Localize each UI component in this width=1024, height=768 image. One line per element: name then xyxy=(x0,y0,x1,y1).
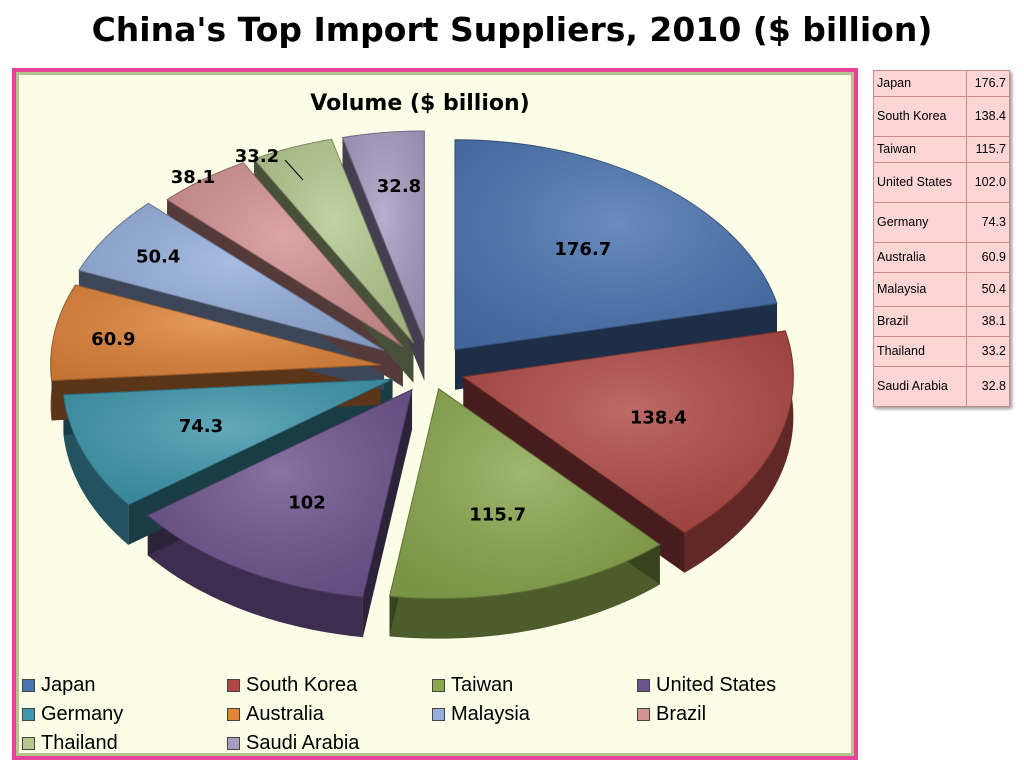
data-label-japan: 176.7 xyxy=(554,239,611,260)
legend-item-united-states: United States xyxy=(637,674,776,697)
table-cell-value: 60.9 xyxy=(965,242,1011,273)
table-cell-country: United States xyxy=(873,162,967,203)
legend-item-south-korea: South Korea xyxy=(227,674,357,697)
table-cell-value: 115.7 xyxy=(965,136,1011,163)
data-label-australia: 60.9 xyxy=(91,329,135,350)
table-cell-value: 33.2 xyxy=(965,336,1011,367)
table-cell-country: Taiwan xyxy=(873,136,967,163)
legend-item-australia: Australia xyxy=(227,703,324,726)
table-cell-value: 50.4 xyxy=(965,272,1011,307)
leader-line xyxy=(284,159,304,181)
table-cell-value: 176.7 xyxy=(965,70,1011,97)
table-row: Saudi Arabia 32.8 xyxy=(873,366,1011,407)
pie-slice-sheen xyxy=(50,284,381,381)
legend-label: Germany xyxy=(41,703,124,725)
legend-item-thailand: Thailand xyxy=(22,732,118,755)
slide-title: China's Top Import Suppliers, 2010 ($ bi… xyxy=(91,10,933,49)
legend-item-taiwan: Taiwan xyxy=(432,674,513,697)
data-label-germany: 74.3 xyxy=(179,416,223,437)
pie-slice-tops xyxy=(50,130,794,600)
legend-label: Taiwan xyxy=(451,674,514,696)
table-cell-country: Germany xyxy=(873,202,967,243)
data-label-taiwan: 115.7 xyxy=(469,504,526,525)
legend-label: United States xyxy=(656,674,777,696)
legend-swatch xyxy=(637,679,650,692)
pie-slice-wall xyxy=(684,330,794,573)
table-row: Japan 176.7 xyxy=(873,70,1011,97)
table-row: Thailand 33.2 xyxy=(873,336,1011,367)
pie-slice-sheen xyxy=(63,379,393,505)
data-label-south-korea: 138.4 xyxy=(630,407,687,428)
pie-slice-sheen xyxy=(389,388,660,599)
legend-label: Thailand xyxy=(41,732,118,754)
legend-label: South Korea xyxy=(246,674,358,696)
table-cell-country: Saudi Arabia xyxy=(873,366,967,407)
table-cell-country: Thailand xyxy=(873,336,967,367)
pie-slice-sheen xyxy=(78,203,385,351)
legend-swatch xyxy=(22,737,35,750)
table-cell-value: 74.3 xyxy=(965,202,1011,243)
data-label-brazil: 38.1 xyxy=(171,167,215,188)
chart-title: Volume ($ billion) xyxy=(310,91,529,116)
pie-slice-sheen xyxy=(253,139,414,343)
legend-label: Australia xyxy=(246,703,324,725)
table-cell-country: Australia xyxy=(873,242,967,273)
pie-slice-sheen xyxy=(147,389,413,598)
legend-swatch xyxy=(22,708,35,721)
legend-swatch xyxy=(637,708,650,721)
table-row: Germany 74.3 xyxy=(873,202,1011,243)
pie-slice-wall xyxy=(63,394,129,545)
legend-item-saudi-arabia: Saudi Arabia xyxy=(227,732,359,755)
table-cell-country: Japan xyxy=(873,70,967,97)
table-cell-country: Brazil xyxy=(873,306,967,337)
table-cell-country: Malaysia xyxy=(873,272,967,307)
legend-item-germany: Germany xyxy=(22,703,123,726)
pie-slice-wall xyxy=(147,515,363,638)
legend-label: Brazil xyxy=(656,703,707,725)
legend-label: Saudi Arabia xyxy=(246,732,360,754)
data-table: Japan 176.7 South Korea 138.4 Taiwan 115.7 Uni… xyxy=(873,70,1011,407)
legend-swatch xyxy=(432,679,445,692)
data-label-saudi-arabia: 32.8 xyxy=(377,176,421,197)
legend-swatch xyxy=(432,708,445,721)
table-row: Brazil 38.1 xyxy=(873,306,1011,337)
legend-swatch xyxy=(227,708,240,721)
table-row: Malaysia 50.4 xyxy=(873,272,1011,307)
pie-slice-sheen xyxy=(463,330,794,533)
pie-slice-sheen xyxy=(342,130,425,341)
table-cell-value: 102.0 xyxy=(965,162,1011,203)
table-row: Taiwan 115.7 xyxy=(873,136,1011,163)
table-cell-value: 38.1 xyxy=(965,306,1011,337)
legend-item-malaysia: Malaysia xyxy=(432,703,530,726)
data-label-malaysia: 50.4 xyxy=(136,247,180,268)
pie-slice-face xyxy=(362,389,413,638)
table-cell-value: 138.4 xyxy=(965,96,1011,137)
pie-data-labels: 176.7 138.4 115.7 102 74.3 60.9 50.4 38.1 33.2 32… xyxy=(91,146,687,525)
legend-swatch xyxy=(227,679,240,692)
legend-swatch xyxy=(227,737,240,750)
table-row: United States 102.0 xyxy=(873,162,1011,203)
legend-label: Malaysia xyxy=(451,703,530,725)
table-cell-value: 32.8 xyxy=(965,366,1011,407)
table-row: Australia 60.9 xyxy=(873,242,1011,273)
pie-slice-sheen xyxy=(454,139,777,350)
table-cell-country: South Korea xyxy=(873,96,967,137)
legend-item-japan: Japan xyxy=(22,674,96,697)
data-label-united-states: 102 xyxy=(288,492,326,513)
legend-item-brazil: Brazil xyxy=(637,703,706,726)
pie-slice-sheen xyxy=(167,162,403,347)
legend-label: Japan xyxy=(41,674,96,696)
table-row: South Korea 138.4 xyxy=(873,96,1011,137)
legend-swatch xyxy=(22,679,35,692)
data-label-thailand: 33.2 xyxy=(235,146,279,167)
